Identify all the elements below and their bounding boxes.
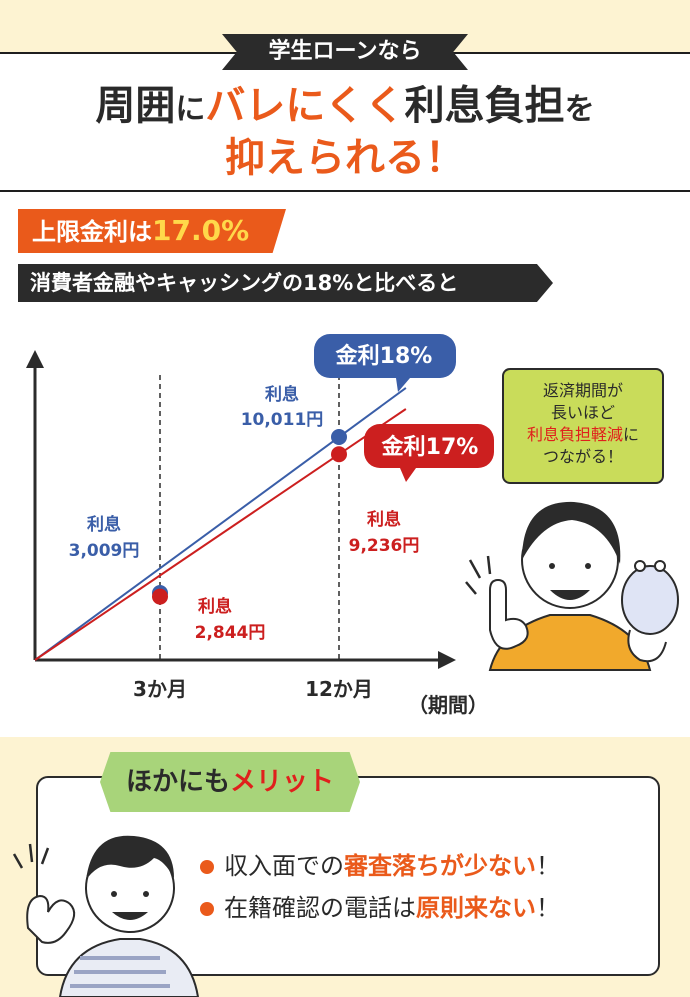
- compare-bar: 消費者金融やキャッシングの18%と比べると: [18, 264, 553, 302]
- label-value-18-12m: 10,011円: [241, 410, 324, 430]
- label-value-18-3m: 3,009円: [69, 541, 140, 561]
- title-card: [0, 52, 690, 192]
- interest-chart: 金利18% 金利17% 利息 10,011円 利息 3,009円 利息 9,23…: [26, 334, 679, 717]
- headline-part2: に: [175, 92, 206, 127]
- bubble-line4: つながる！: [542, 447, 623, 466]
- x-tick-12m: 12か月: [305, 677, 373, 701]
- legend-label-18: 金利18%: [335, 343, 433, 369]
- label-value-17-12m: 9,236円: [349, 536, 420, 556]
- y-axis-arrow: [26, 350, 44, 368]
- legend-bubble-17: [364, 424, 494, 482]
- point-17-12m: [331, 446, 347, 463]
- point-17-3m: [152, 588, 168, 605]
- headline-part1: 周囲: [95, 83, 176, 129]
- merit-banner: ほかにもメリットが！: [100, 752, 360, 812]
- bubble-line3-tail: に: [623, 425, 640, 444]
- legend-bubble-18: [314, 334, 456, 392]
- merit-1-highlight: 審査落ちが少ない: [344, 852, 536, 880]
- bullet-dot: [200, 860, 214, 874]
- cap-rate-label: 上限金利は: [32, 218, 152, 246]
- headline-line2: 抑えられる！: [225, 135, 465, 181]
- tagline: 学生ローンなら: [222, 34, 468, 70]
- label-title-18-3m: 利息: [87, 514, 121, 535]
- merit-banner-part2: メリット: [230, 767, 335, 797]
- merit-item-2: 在籍確認の電話は原則来ない！: [200, 888, 560, 923]
- headline-line1: 周囲にバレにくく利息負担を: [0, 82, 690, 134]
- bubble-line1: 返済期間が: [542, 381, 623, 400]
- label-title-17-12m: 利息: [367, 509, 401, 530]
- merit-2-highlight: 原則来ない: [416, 894, 536, 922]
- label-title-17-3m: 利息: [198, 596, 232, 617]
- x-axis-label: （期間）: [408, 693, 488, 717]
- bubble-line3: 利息負担軽減に: [504, 424, 662, 446]
- bullet-dot: [200, 902, 214, 916]
- headline-part3: バレにくく: [205, 83, 405, 129]
- merit-2-post: ！: [536, 894, 560, 922]
- bubble-highlight: 利息負担軽減: [526, 425, 623, 444]
- headline-part4: 利息負担: [404, 83, 565, 129]
- headline-part5: を: [564, 92, 595, 127]
- merit-banner-part1: ほかにも: [125, 767, 230, 797]
- woman-illustration: [465, 501, 679, 671]
- merit-1-pre: 収入面での: [224, 852, 344, 880]
- man-illustration: [12, 835, 200, 997]
- point-18-12m: [331, 429, 347, 445]
- bubble-line2: 長いほど: [550, 403, 615, 422]
- merit-1-post: ！: [536, 852, 560, 880]
- cap-rate-value: 17.0%: [152, 214, 250, 247]
- woman-speech-bubble: 返済期間が 長いほど 利息負担軽減に つながる！: [502, 368, 664, 484]
- x-axis-arrow: [438, 651, 456, 669]
- label-title-18-12m: 利息: [265, 384, 299, 405]
- merit-2-pre: 在籍確認の電話は: [224, 894, 416, 922]
- x-tick-3m: 3か月: [133, 677, 187, 701]
- cap-rate-badge: 上限金利は17.0%: [18, 209, 286, 253]
- legend-label-17: 金利17%: [381, 434, 479, 460]
- label-value-17-3m: 2,844円: [195, 623, 266, 643]
- merit-item-1: 収入面での審査落ちが少ない！: [200, 846, 560, 881]
